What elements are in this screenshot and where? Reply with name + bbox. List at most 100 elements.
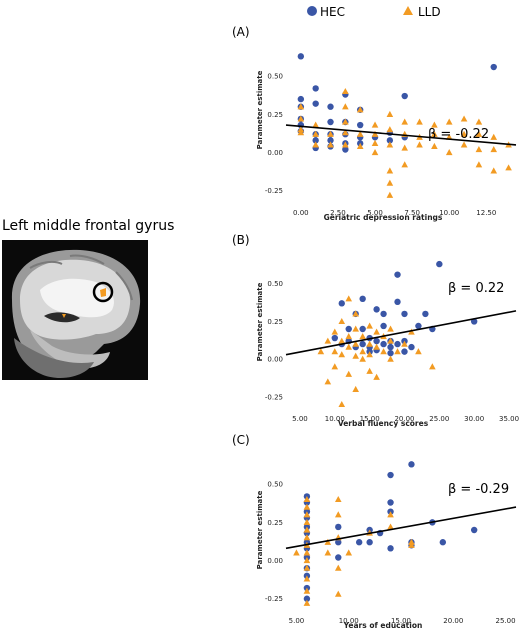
legend-lld-label: LLD [418, 5, 441, 19]
panel-a-plot: -0.25 0.00 0.25 0.50 0.00 2.50 5.00 7.50 10.00 12… [265, 53, 517, 217]
hec-point [490, 63, 497, 71]
lld-point [334, 590, 342, 597]
hec-point [327, 103, 334, 110]
hec-point [380, 310, 387, 318]
hec-point [387, 343, 394, 351]
hec-point [345, 325, 352, 333]
lld-point [303, 599, 311, 606]
lld-point [303, 518, 311, 525]
lld-point [312, 130, 319, 137]
lld-point [490, 145, 498, 153]
hec-point [387, 499, 394, 506]
hec-point [335, 523, 342, 531]
lld-point [297, 129, 305, 136]
lld-point [416, 141, 423, 148]
hec-point [380, 340, 387, 348]
lld-point [303, 564, 311, 571]
hec-point [331, 334, 338, 342]
lld-point [490, 133, 498, 140]
lld-point [401, 144, 409, 151]
hec-point [380, 322, 387, 330]
lld-point [380, 348, 387, 355]
lld-point [334, 511, 342, 518]
lld-point [366, 351, 373, 358]
panel-b-ylabel: Parameter estimate [256, 282, 264, 361]
lld-point [303, 575, 311, 582]
hec-point [436, 260, 443, 268]
lld-point [371, 149, 379, 156]
lld-point [387, 355, 394, 362]
lld-point [303, 495, 311, 503]
legend: HEC LLD [307, 5, 441, 19]
lld-point [429, 363, 436, 370]
lld-point [317, 348, 325, 355]
lld-point [352, 352, 359, 359]
x-tick-label: 7.50 [404, 209, 420, 217]
lld-point [331, 348, 339, 355]
lld-point [386, 141, 394, 148]
lld-point [387, 523, 394, 530]
hec-point [387, 471, 394, 479]
lld-point [387, 337, 394, 344]
hec-point [312, 137, 319, 144]
lld-point [475, 118, 483, 125]
x-tick-label: 10.00 [439, 209, 459, 217]
y-tick-label: 0.25 [267, 519, 283, 527]
lld-point [416, 118, 423, 125]
lld-point [394, 348, 401, 355]
x-tick-label: 20.00 [443, 617, 463, 625]
lld-point [324, 538, 332, 545]
lld-point [338, 317, 346, 325]
hec-point [303, 595, 311, 602]
y-tick-label: 0.25 [267, 318, 283, 326]
panel-b: (B) Parameter estimate -0.25 0.00 0.25 0.50… [232, 233, 519, 428]
lld-point [293, 549, 300, 556]
panel-a-beta: β = -0.22 [428, 127, 489, 142]
hec-point [387, 545, 394, 552]
lld-point [303, 534, 311, 541]
hec-point [342, 146, 349, 153]
lld-point [387, 511, 394, 518]
lld-point [345, 295, 353, 302]
y-tick-label: 0.50 [267, 481, 283, 489]
hec-point [297, 95, 305, 103]
lld-point [401, 340, 408, 347]
hec-point [356, 121, 364, 129]
lld-point [303, 557, 311, 564]
lld-point [331, 328, 339, 335]
lld-point [356, 106, 364, 113]
lld-point [431, 130, 438, 137]
lld-point [359, 355, 366, 362]
lld-point [408, 541, 415, 548]
panel-c-label: (C) [232, 433, 250, 447]
x-tick-label: 10.00 [325, 415, 345, 423]
hec-point [297, 53, 305, 60]
x-tick-label: 12.50 [476, 209, 496, 217]
x-tick-label: 5.00 [289, 617, 305, 625]
lld-point [345, 333, 353, 340]
lld-point [312, 141, 319, 148]
y-tick-label: 0.00 [267, 557, 283, 565]
hec-point [415, 322, 422, 330]
lld-point [324, 337, 332, 344]
lld-point [327, 130, 334, 137]
y-tick-label: -0.25 [265, 595, 283, 603]
lld-point [386, 167, 394, 174]
lld-point [431, 121, 438, 128]
hec-point [394, 298, 401, 306]
lld-point [386, 110, 394, 117]
lld-point [352, 385, 359, 392]
lld-point [359, 348, 366, 355]
lld-point [373, 373, 380, 380]
lld-point [401, 118, 409, 125]
hec-point [335, 554, 342, 561]
hec-point [470, 526, 478, 534]
hec-point [327, 137, 334, 144]
panel-c-plot: -0.25 0.00 0.25 0.50 5.00 10.00 15.00 20.00 25.0… [265, 461, 517, 625]
lld-point [460, 115, 468, 122]
hec-point [408, 343, 415, 351]
lld-point [297, 126, 305, 133]
lld-point [505, 164, 512, 171]
brain-panel-title: Left middle frontal gyrus [2, 218, 175, 234]
y-tick-label: 0.00 [267, 356, 283, 364]
